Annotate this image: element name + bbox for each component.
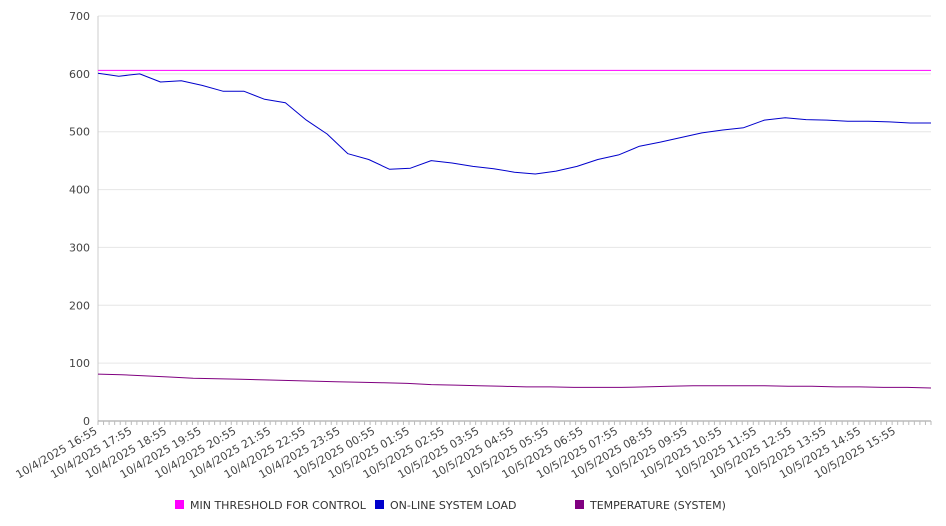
legend-swatch (375, 500, 384, 509)
y-tick-label: 700 (69, 10, 90, 23)
legend-swatch (175, 500, 184, 509)
legend-label: MIN THRESHOLD FOR CONTROL (190, 499, 367, 512)
legend-swatch (575, 500, 584, 509)
legend-label: TEMPERATURE (SYSTEM) (589, 499, 726, 512)
legend-label: ON-LINE SYSTEM LOAD (390, 499, 516, 512)
y-tick-label: 200 (69, 299, 90, 312)
series-line (97, 72, 931, 175)
y-tick-label: 0 (83, 415, 90, 428)
y-tick-label: 500 (69, 126, 90, 139)
y-tick-label: 400 (69, 184, 90, 197)
y-tick-label: 100 (69, 357, 90, 370)
y-tick-label: 600 (69, 68, 90, 81)
y-tick-label: 300 (69, 241, 90, 254)
series-line (97, 373, 932, 389)
